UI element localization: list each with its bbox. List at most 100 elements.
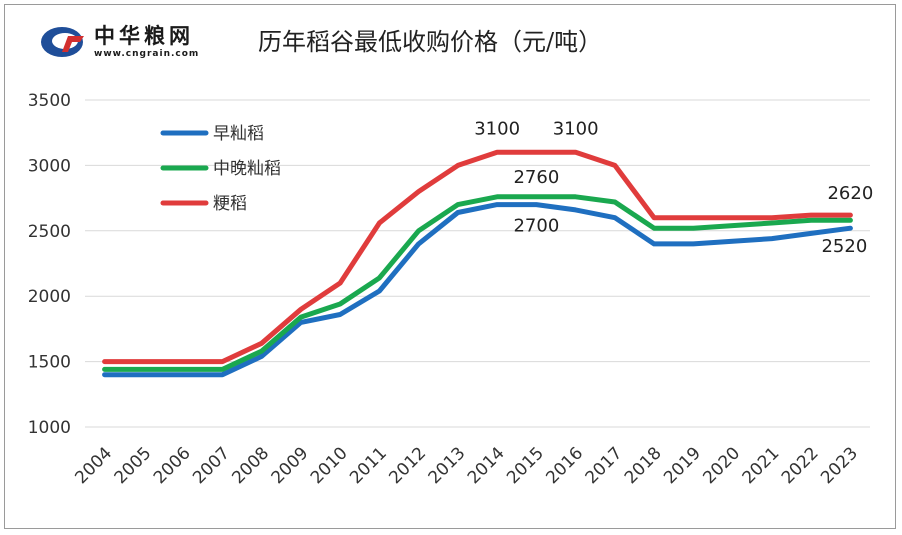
series-point (614, 164, 616, 166)
series-point (771, 238, 773, 240)
series-point (732, 240, 734, 242)
series-point (221, 361, 223, 363)
series-point (849, 227, 851, 229)
series-line-2 (102, 194, 853, 372)
x-tick-label: 2016 (542, 443, 587, 488)
series-point (653, 217, 655, 219)
x-tick-label: 2022 (778, 443, 823, 488)
series-point (418, 230, 420, 232)
x-tick-label: 2020 (699, 443, 744, 488)
data-label: 2620 (827, 183, 873, 204)
series-point (535, 196, 537, 198)
series-point (535, 204, 537, 206)
series-point (771, 217, 773, 219)
x-tick-label: 2018 (621, 443, 666, 488)
x-tick-label: 2023 (817, 443, 862, 488)
series-point (575, 196, 577, 198)
x-tick-label: 2012 (385, 443, 430, 488)
x-tick-label: 2010 (307, 443, 352, 488)
x-tick-label: 2004 (71, 443, 116, 488)
x-tick-label: 2019 (660, 443, 705, 488)
series-point (849, 214, 851, 216)
series-point (182, 368, 184, 370)
series-point (614, 217, 616, 219)
x-tick-label: 2005 (111, 443, 156, 488)
series-point (418, 243, 420, 245)
series-point (457, 211, 459, 213)
series-point (182, 374, 184, 376)
series-point (496, 151, 498, 153)
series-point (221, 374, 223, 376)
series-point (771, 222, 773, 224)
series-point (221, 368, 223, 370)
series-point (300, 308, 302, 310)
series-point (653, 243, 655, 245)
series-point (810, 232, 812, 234)
series-point (810, 219, 812, 221)
y-tick-label: 1500 (28, 353, 71, 373)
series-lines (102, 149, 853, 378)
x-tick-label: 2008 (228, 443, 273, 488)
series-point (378, 290, 380, 292)
y-tick-label: 2500 (28, 222, 71, 242)
x-tick-label: 2006 (150, 443, 195, 488)
chart-frame (4, 4, 896, 529)
series-point (575, 209, 577, 211)
series-point (261, 342, 263, 344)
legend-label: 粳稻 (213, 194, 247, 214)
series-point (104, 368, 106, 370)
data-label: 2520 (821, 236, 867, 257)
series-point (339, 303, 341, 305)
series-point (692, 243, 694, 245)
legend-label: 中晚籼稻 (213, 159, 281, 179)
series-line-3 (102, 149, 853, 365)
series-point (143, 374, 145, 376)
legend-label: 早籼稻 (213, 124, 264, 144)
series-line-1 (102, 202, 853, 378)
series-point (300, 321, 302, 323)
series-point (261, 355, 263, 357)
x-tick-label: 2015 (503, 443, 548, 488)
x-axis: 2004200520062007200820092010201120122013… (71, 443, 861, 488)
x-tick-label: 2007 (189, 443, 234, 488)
series-point (732, 225, 734, 227)
series-point (614, 201, 616, 203)
logo-mark-icon (41, 27, 84, 57)
series-point (339, 282, 341, 284)
series-point (692, 227, 694, 229)
series-point (575, 151, 577, 153)
logo-url: www.cngrain.com (94, 49, 200, 59)
logo: 中华粮网 www.cngrain.com (38, 18, 228, 66)
y-tick-label: 1000 (28, 418, 71, 438)
series-point (653, 227, 655, 229)
series-point (143, 361, 145, 363)
series-point (732, 217, 734, 219)
x-tick-label: 2021 (739, 443, 784, 488)
series-point (849, 219, 851, 221)
logo-name: 中华粮网 (94, 24, 194, 48)
y-axis: 1000 1500 2000 2500 3000 3500 (28, 91, 71, 438)
y-tick-label: 3500 (28, 91, 71, 111)
series-point (457, 204, 459, 206)
series-point (692, 217, 694, 219)
series-point (261, 350, 263, 352)
series-point (104, 361, 106, 363)
data-label: 2700 (513, 216, 559, 237)
grid (85, 99, 870, 428)
data-label: 3100 (474, 118, 520, 139)
series-point (339, 314, 341, 316)
x-tick-label: 2017 (582, 443, 627, 488)
series-point (496, 204, 498, 206)
annotations: 3100 3100 2760 2700 2620 2520 (474, 118, 873, 257)
y-tick-label: 2000 (28, 287, 71, 307)
series-point (104, 374, 106, 376)
series-point (182, 361, 184, 363)
series-point (300, 316, 302, 318)
series-point (418, 191, 420, 193)
x-tick-label: 2013 (425, 443, 470, 488)
series-point (457, 164, 459, 166)
series-point (143, 368, 145, 370)
series-point (496, 196, 498, 198)
